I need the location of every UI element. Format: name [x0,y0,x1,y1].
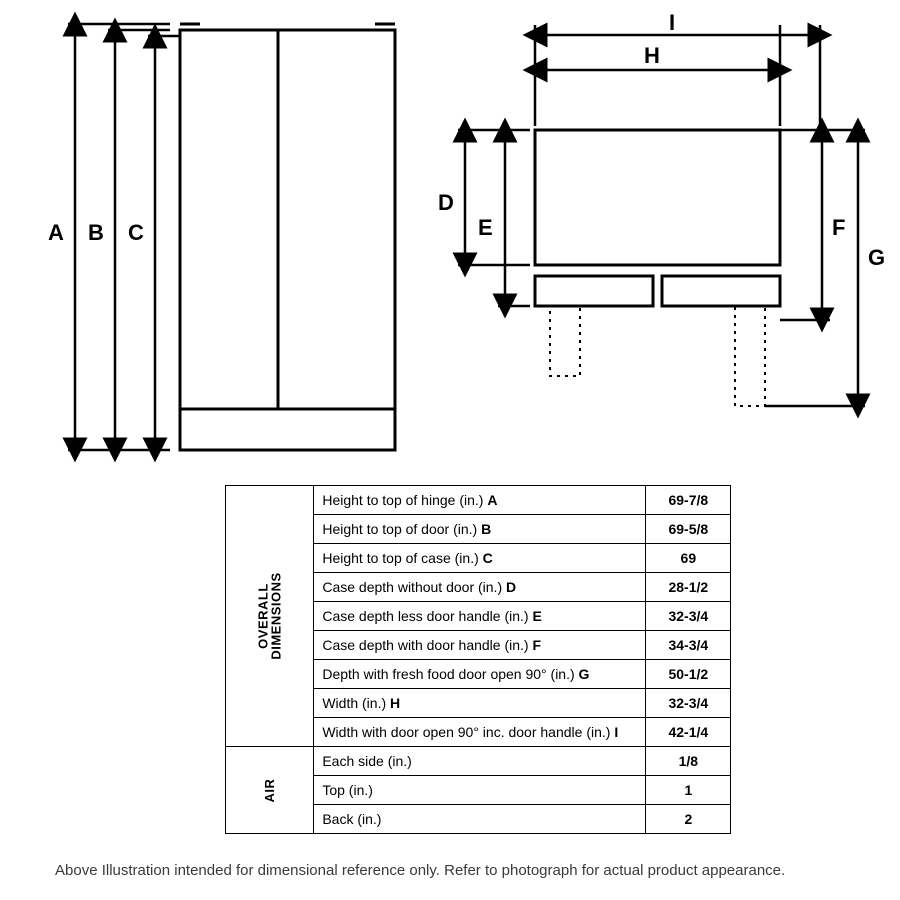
table-row: OVERALLDIMENSIONSHeight to top of hinge … [226,486,731,515]
top-view-diagram: H I D E [420,10,890,430]
label-E: E [478,215,493,240]
dimension-label: Height to top of case (in.) C [314,544,646,573]
table-row: AIREach side (in.)1/8 [226,747,731,776]
dimension-value: 69-5/8 [646,515,731,544]
page: A B C H I [0,0,900,900]
dimension-label: Case depth without door (in.) D [314,573,646,602]
footnote-text: Above Illustration intended for dimensio… [55,862,785,879]
label-C: C [128,220,144,245]
dimension-value: 2 [646,805,731,834]
front-view-diagram: A B C [30,10,450,470]
group-header-overall: OVERALLDIMENSIONS [226,486,314,747]
dimension-label: Depth with fresh food door open 90° (in.… [314,660,646,689]
dimension-label: Height to top of hinge (in.) A [314,486,646,515]
label-H: H [644,43,660,68]
label-A: A [48,220,64,245]
dimensions-table: OVERALLDIMENSIONSHeight to top of hinge … [225,485,731,834]
dimension-value: 1 [646,776,731,805]
dimension-value: 32-3/4 [646,602,731,631]
label-G: G [868,245,885,270]
group-header-air: AIR [226,747,314,834]
dimension-label: Case depth with door handle (in.) F [314,631,646,660]
dimension-value: 34-3/4 [646,631,731,660]
dimension-label: Top (in.) [314,776,646,805]
dimension-label: Back (in.) [314,805,646,834]
dimension-label: Each side (in.) [314,747,646,776]
dimension-label: Height to top of door (in.) B [314,515,646,544]
dimension-value: 69-7/8 [646,486,731,515]
dimension-label: Width with door open 90° inc. door handl… [314,718,646,747]
dimension-value: 50-1/2 [646,660,731,689]
dimension-label: Case depth less door handle (in.) E [314,602,646,631]
label-D: D [438,190,454,215]
dimension-value: 1/8 [646,747,731,776]
dimension-value: 69 [646,544,731,573]
dimension-value: 32-3/4 [646,689,731,718]
label-B: B [88,220,104,245]
label-I: I [669,10,675,35]
dimension-label: Width (in.) H [314,689,646,718]
dimension-value: 28-1/2 [646,573,731,602]
dimension-value: 42-1/4 [646,718,731,747]
label-F: F [832,215,845,240]
